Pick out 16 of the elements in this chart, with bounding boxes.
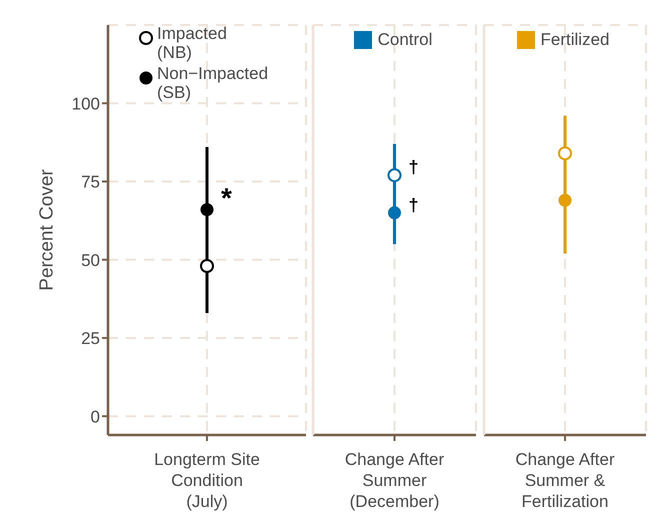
annotation: †	[408, 157, 419, 178]
y-axis-title: Percent Cover	[36, 168, 58, 291]
legend-label: Non−Impacted (SB)	[157, 64, 268, 102]
x-tick-label: Longterm Site Condition (July)	[154, 450, 260, 511]
y-tick-label: 50	[81, 250, 100, 270]
y-tick-label: 100	[72, 94, 100, 114]
legend-title: Fertilized	[540, 30, 610, 50]
y-tick-label: 0	[90, 407, 100, 426]
annotation: †	[408, 194, 419, 215]
legend-label: Impacted (NB)	[157, 24, 227, 62]
y-tick-label: 75	[81, 172, 100, 192]
y-tick-label: 25	[81, 329, 100, 348]
annotation: *	[221, 182, 232, 214]
legend-title: Control	[378, 30, 432, 50]
x-tick-label: Change After Summer & Fertilization	[515, 450, 615, 511]
x-tick-label: Change After Summer (December)	[344, 450, 444, 511]
